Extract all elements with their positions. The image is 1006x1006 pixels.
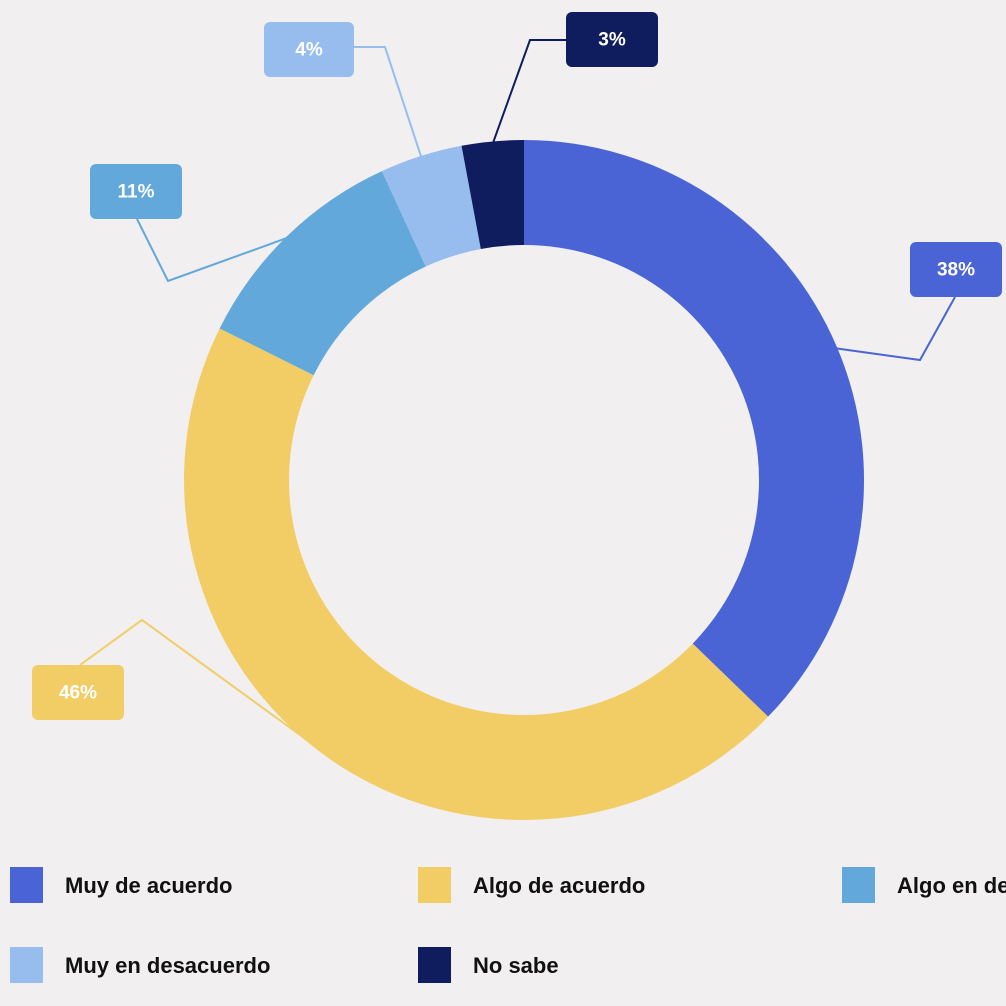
leader-line (79, 618, 330, 757)
legend-label: Muy en desacuerdo (65, 953, 270, 978)
data-label: 4% (295, 40, 323, 61)
donut-slice (381, 145, 481, 267)
data-label: 46% (59, 683, 97, 704)
label-box (32, 665, 124, 720)
legend-label: Algo en desacuerdo (897, 873, 1006, 898)
legend-swatch (842, 867, 875, 903)
donut-slice (461, 140, 524, 250)
leader-line (835, 296, 956, 362)
donut-slice (219, 171, 426, 376)
legend-swatch (10, 947, 43, 983)
legend-label: No sabe (473, 953, 559, 978)
legend-swatch (418, 867, 451, 903)
legend-label: Muy de acuerdo (65, 873, 232, 898)
donut-slice (183, 328, 769, 820)
label-box (264, 22, 354, 77)
data-label: 3% (598, 30, 626, 51)
legend-label: Algo de acuerdo (473, 873, 645, 898)
data-label: 38% (937, 260, 975, 281)
data-label: 11% (118, 182, 155, 203)
legend-swatch (418, 947, 451, 983)
donut-slice (524, 140, 864, 717)
leader-line (136, 218, 290, 283)
legend-swatch (10, 867, 43, 903)
label-box (90, 164, 182, 219)
label-box (566, 12, 658, 67)
label-box (910, 242, 1002, 297)
leader-line (352, 46, 423, 159)
leader-line (491, 39, 566, 144)
